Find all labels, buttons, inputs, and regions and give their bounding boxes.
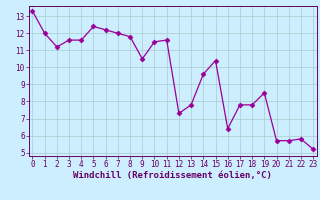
X-axis label: Windchill (Refroidissement éolien,°C): Windchill (Refroidissement éolien,°C) [73,171,272,180]
